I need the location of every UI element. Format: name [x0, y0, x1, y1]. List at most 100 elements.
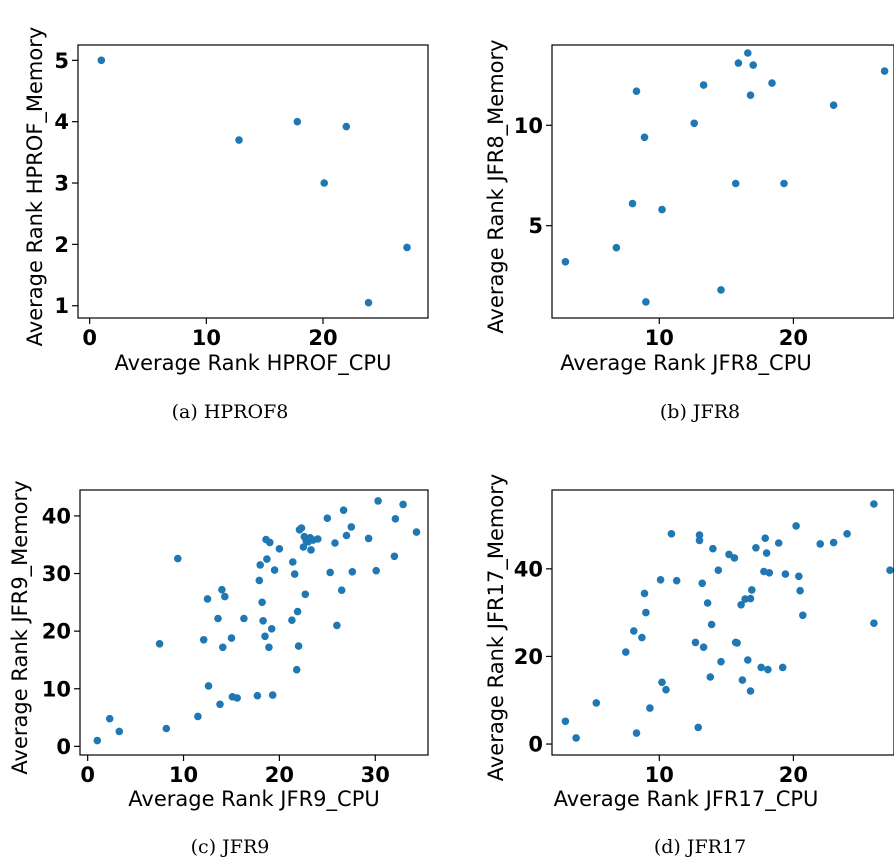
y-tick-label: 1 — [54, 294, 69, 318]
y-tick-label: 3 — [54, 172, 69, 196]
data-point — [778, 663, 787, 672]
data-point — [717, 657, 725, 666]
data-point — [265, 643, 273, 652]
data-point — [253, 691, 262, 700]
x-tick-label: 10 — [645, 763, 674, 787]
data-point — [612, 243, 621, 252]
data-point — [275, 545, 284, 553]
data-point — [270, 566, 279, 574]
data-point — [746, 91, 755, 99]
data-point — [227, 634, 236, 642]
data-point — [746, 594, 755, 603]
scatter-panel-2: 0 10 20 30 0 10 20 30 40 Average Rank JFR9_CPU Ave… — [8, 480, 429, 858]
data-point — [662, 685, 670, 694]
data-point — [199, 636, 208, 644]
data-point — [781, 570, 790, 578]
data-point — [632, 87, 641, 95]
data-point — [698, 579, 706, 588]
data-point — [799, 611, 807, 620]
data-point — [656, 576, 665, 584]
data-point — [748, 586, 756, 594]
data-point — [221, 592, 229, 601]
data-point — [261, 632, 269, 641]
plot-frame — [551, 44, 894, 319]
data-point — [115, 727, 124, 736]
data-point — [572, 734, 580, 742]
data-point — [307, 546, 315, 554]
x-tick-label: 10 — [645, 326, 674, 350]
data-point — [203, 595, 212, 603]
data-point — [628, 199, 637, 208]
data-point — [288, 616, 296, 624]
data-point — [709, 544, 717, 553]
x-tick-label: 30 — [361, 763, 390, 787]
data-point — [638, 633, 646, 642]
data-point — [561, 258, 570, 266]
data-point — [372, 566, 381, 575]
data-point — [297, 524, 306, 532]
data-point — [364, 534, 373, 543]
data-point — [730, 554, 739, 562]
scatter-panel-0: 0 10 20 1 2 3 4 5 Average Rank HPROF_CPU Average … — [23, 27, 429, 423]
data-point — [694, 723, 702, 732]
y-tick-label: 5 — [54, 49, 69, 73]
data-point — [266, 538, 274, 547]
data-point — [320, 179, 329, 187]
data-point — [403, 243, 411, 252]
plot-frame — [551, 489, 894, 756]
data-point — [764, 665, 772, 674]
data-point — [342, 122, 351, 131]
x-axis-label: Average Rank HPROF_CPU — [115, 351, 392, 376]
x-tick-label: 0 — [80, 763, 95, 787]
y-axis-label: Average Rank HPROF_Memory — [23, 27, 48, 347]
data-point — [744, 656, 752, 664]
data-point — [630, 627, 638, 635]
data-point — [780, 179, 788, 188]
data-point — [194, 712, 202, 721]
x-axis-label: Average Rank JFR8_CPU — [560, 351, 811, 376]
data-point — [690, 119, 698, 128]
scatter-panel-3: 10 20 0 20 40 Average Rank JFR17_CPU Average R… — [484, 474, 894, 858]
data-point — [640, 589, 649, 598]
data-point — [658, 678, 666, 687]
data-point — [792, 522, 800, 530]
y-axis-label: Average Rank JFR8_Memory — [484, 39, 509, 333]
data-point — [314, 535, 322, 543]
data-point — [331, 539, 339, 547]
data-point — [816, 540, 824, 548]
y-tick-label: 40 — [514, 557, 543, 581]
data-point — [204, 682, 213, 690]
data-point — [299, 543, 308, 551]
data-point — [337, 586, 346, 594]
data-point — [880, 67, 889, 75]
data-point — [774, 539, 783, 547]
data-point — [412, 528, 421, 536]
data-point — [93, 736, 102, 745]
data-point — [293, 117, 302, 126]
data-point — [390, 552, 399, 561]
subfigure-caption: (c) JFR9 — [191, 836, 270, 858]
data-point — [829, 538, 838, 547]
data-point — [301, 590, 310, 599]
data-point — [632, 729, 641, 737]
data-point — [293, 607, 302, 616]
data-point — [259, 617, 267, 625]
x-axis-label: Average Rank JFR9_CPU — [128, 787, 379, 812]
y-tick-label: 4 — [54, 110, 69, 134]
data-point — [646, 704, 654, 712]
y-tick-label: 30 — [42, 562, 71, 586]
data-point — [289, 558, 297, 566]
data-point — [870, 500, 878, 508]
data-point — [672, 576, 681, 585]
data-point — [886, 566, 894, 574]
data-point — [292, 665, 301, 674]
y-tick-label: 40 — [42, 504, 71, 528]
data-point — [714, 566, 723, 574]
data-point — [843, 530, 851, 538]
y-tick-label: 2 — [54, 233, 69, 257]
y-tick-label: 0 — [528, 733, 543, 757]
data-point — [695, 536, 704, 545]
data-point — [263, 555, 271, 563]
data-point — [667, 530, 676, 538]
